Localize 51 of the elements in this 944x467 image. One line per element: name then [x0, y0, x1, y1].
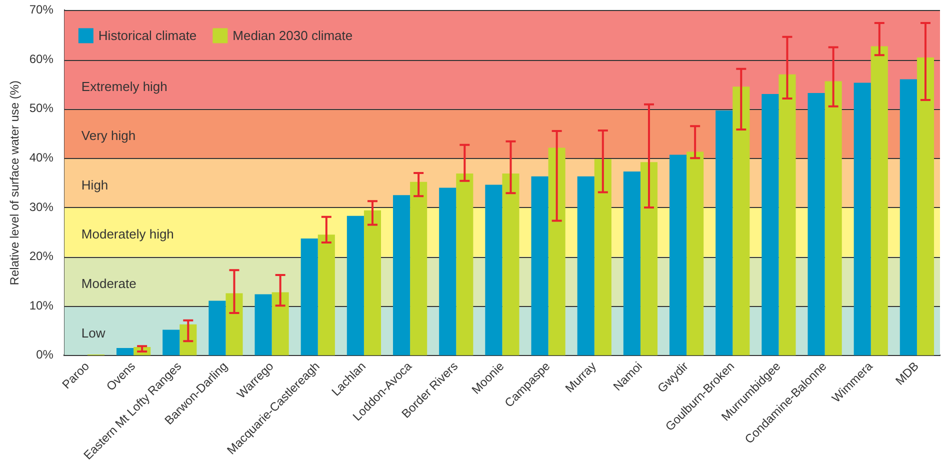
band-label: High [81, 177, 108, 192]
bar [577, 176, 594, 356]
bar [226, 293, 243, 356]
band-label: Extremely high [81, 78, 168, 94]
bar [254, 294, 272, 356]
bar [623, 171, 640, 356]
bar [669, 154, 687, 356]
bar [686, 152, 704, 356]
bar [272, 292, 289, 356]
band-label: Moderate [81, 276, 136, 292]
bar [318, 234, 335, 356]
bar [346, 216, 364, 356]
bar [808, 93, 825, 356]
bar [854, 82, 871, 356]
y-tick-label: 60% [29, 52, 54, 66]
bar [762, 94, 779, 356]
y-tick-label: 50% [29, 101, 54, 116]
bar [916, 58, 934, 356]
y-tick-label: 0% [36, 348, 54, 362]
bar [640, 162, 658, 356]
y-tick-label: 40% [29, 150, 54, 164]
bar [778, 74, 796, 356]
bar [900, 79, 917, 356]
legend-label: Historical climate [98, 28, 197, 43]
bar [456, 173, 474, 356]
bar [392, 195, 410, 356]
bar [116, 348, 134, 356]
y-tick-label: 20% [29, 249, 54, 264]
bar [594, 159, 612, 356]
y-tick-label: 30% [29, 200, 54, 214]
bar [502, 173, 520, 356]
legend-label: Median 2030 climate [232, 28, 353, 43]
bar [300, 238, 318, 356]
bar [716, 110, 733, 356]
bar [732, 86, 750, 356]
bar [162, 330, 180, 356]
bar [364, 210, 382, 356]
y-tick-label: 70% [29, 2, 54, 17]
bar [824, 81, 842, 356]
band-label: Moderately high [81, 226, 174, 242]
bar [870, 46, 888, 356]
band-label: Very high [81, 128, 136, 144]
y-axis-title: Relative level of surface water use (%) [8, 80, 22, 286]
band-label: Low [81, 325, 106, 340]
bar [548, 148, 566, 356]
bar [208, 300, 226, 356]
bar [410, 182, 428, 356]
bar [485, 184, 502, 356]
bar [531, 176, 548, 356]
y-tick-label: 10% [29, 298, 54, 312]
bar [439, 188, 456, 356]
